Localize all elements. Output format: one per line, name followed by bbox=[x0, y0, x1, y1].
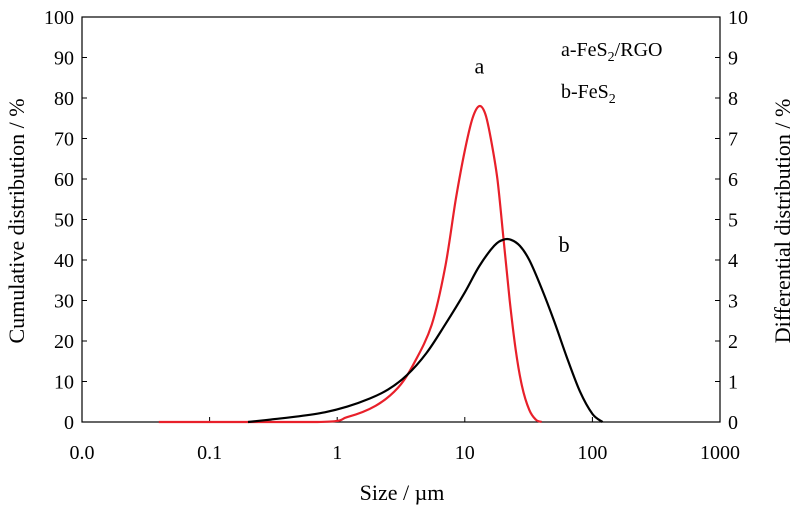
series-line-a bbox=[158, 104, 543, 424]
left-tick-label: 20 bbox=[54, 331, 74, 353]
left-axis: 0 10 20 30 40 50 60 70 80 90 100 bbox=[44, 7, 87, 434]
left-tick-label: 100 bbox=[44, 7, 74, 29]
left-axis-title: Cumulative distribution / % bbox=[4, 98, 29, 343]
x-tick-label: 10 bbox=[455, 442, 475, 464]
left-tick-label: 10 bbox=[54, 372, 74, 394]
legend-entry-b: b-FeS2 bbox=[561, 81, 616, 107]
plot-frame bbox=[81, 16, 721, 423]
left-tick-label: 40 bbox=[54, 250, 74, 272]
right-tick-label: 8 bbox=[728, 88, 738, 110]
right-tick-label: 6 bbox=[728, 169, 738, 191]
right-axis: 0 1 2 3 4 5 6 7 8 9 10 bbox=[715, 7, 748, 434]
left-tick-label: 50 bbox=[54, 210, 74, 232]
right-tick-label: 9 bbox=[728, 48, 738, 70]
left-tick-label: 80 bbox=[54, 88, 74, 110]
right-tick-label: 7 bbox=[728, 129, 738, 151]
curve-label-b: b bbox=[559, 232, 570, 257]
right-tick-label: 0 bbox=[728, 412, 738, 434]
right-tick-label: 4 bbox=[728, 250, 738, 272]
x-tick-label: 1 bbox=[332, 442, 342, 464]
x-tick-label: 0.0 bbox=[70, 442, 95, 464]
x-axis: 0.0 0.1 1 10 100 1000 bbox=[70, 417, 740, 464]
left-tick-label: 60 bbox=[54, 169, 74, 191]
x-tick-label: 1000 bbox=[700, 442, 740, 464]
x-tick-label: 0.1 bbox=[197, 442, 222, 464]
left-tick-label: 30 bbox=[54, 291, 74, 313]
series-line-b bbox=[247, 237, 604, 424]
x-tick-label: 100 bbox=[577, 442, 607, 464]
series-group bbox=[158, 104, 604, 424]
legend-entry-b-sub: 2 bbox=[609, 92, 616, 107]
right-tick-label: 2 bbox=[728, 331, 738, 353]
legend-entry-a: a-FeS2/RGO bbox=[561, 39, 662, 65]
legend-entry-a-sub: 2 bbox=[608, 50, 615, 65]
legend-entry-b-prefix: b-FeS bbox=[561, 81, 609, 103]
left-tick-label: 90 bbox=[54, 48, 74, 70]
left-tick-label: 70 bbox=[54, 129, 74, 151]
right-tick-label: 3 bbox=[728, 291, 738, 313]
right-tick-label: 1 bbox=[728, 372, 738, 394]
left-tick-label: 0 bbox=[64, 412, 74, 434]
legend-entry-a-suffix: /RGO bbox=[615, 39, 663, 61]
curve-labels: ab bbox=[474, 54, 569, 257]
right-tick-label: 5 bbox=[728, 210, 738, 232]
right-axis-title: Differential distribution / % bbox=[770, 99, 795, 344]
curve-label-a: a bbox=[474, 54, 484, 79]
right-tick-label: 10 bbox=[728, 7, 748, 29]
x-axis-title: Size / µm bbox=[360, 480, 445, 505]
legend: a-FeS2/RGO b-FeS2 bbox=[561, 39, 662, 107]
legend-entry-a-prefix: a-FeS bbox=[561, 39, 608, 61]
plot-border bbox=[81, 16, 721, 423]
